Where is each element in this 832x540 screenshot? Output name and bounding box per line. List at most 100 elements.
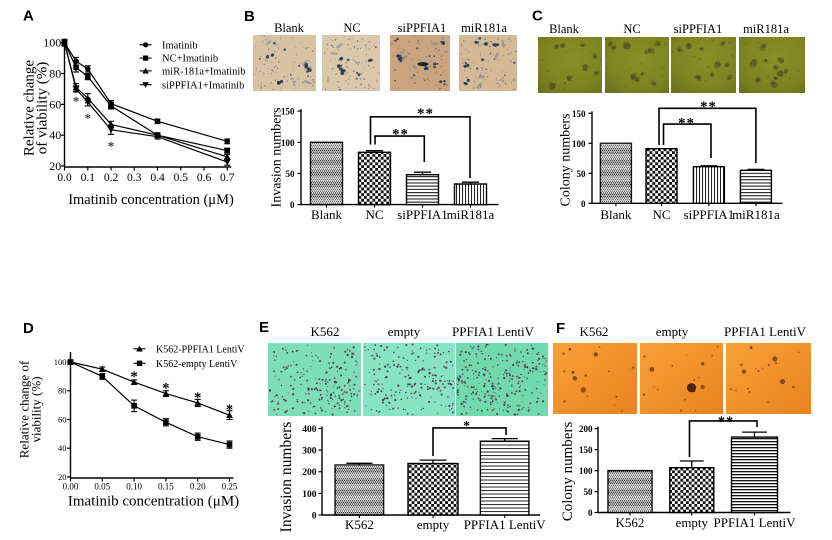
svg-text:0.05: 0.05 [94, 482, 110, 492]
svg-text:K562-empty LentiV: K562-empty LentiV [156, 359, 238, 370]
svg-text:0.20: 0.20 [190, 482, 206, 492]
svg-text:Invasion numbers: Invasion numbers [278, 422, 295, 533]
svg-text:0.0: 0.0 [57, 172, 72, 184]
svg-text:0.6: 0.6 [197, 172, 212, 184]
svg-text:80: 80 [49, 67, 61, 81]
svg-text:Blank: Blank [549, 22, 580, 36]
svg-text:0.3: 0.3 [127, 172, 142, 184]
svg-text:40: 40 [58, 443, 67, 453]
svg-text:150: 150 [281, 107, 295, 117]
svg-text:D: D [23, 320, 34, 337]
svg-text:100: 100 [579, 466, 593, 476]
svg-text:PPFIA1 LentiV: PPFIA1 LentiV [714, 515, 797, 530]
svg-text:miR-181a+Imatinib: miR-181a+Imatinib [162, 67, 246, 78]
svg-text:siPPFIA1: siPPFIA1 [674, 22, 723, 36]
svg-text:*: * [226, 402, 233, 418]
svg-text:0.15: 0.15 [158, 482, 174, 492]
svg-text:0.10: 0.10 [126, 482, 142, 492]
svg-text:of viability (%): of viability (%) [35, 62, 51, 154]
svg-text:empty: empty [417, 517, 450, 532]
svg-text:60: 60 [58, 415, 67, 425]
svg-text:K562-PPFIA1 LentiV: K562-PPFIA1 LentiV [156, 344, 245, 355]
svg-text:K562: K562 [345, 517, 374, 532]
svg-text:20: 20 [58, 472, 67, 482]
svg-text:0.5: 0.5 [174, 172, 189, 184]
svg-text:miR181a: miR181a [743, 22, 789, 36]
svg-text:0.1: 0.1 [81, 172, 96, 184]
svg-text:40: 40 [49, 128, 61, 142]
svg-text:K562: K562 [580, 324, 609, 339]
svg-text:**: ** [392, 127, 409, 143]
svg-text:empty: empty [656, 324, 689, 339]
svg-text:400: 400 [302, 425, 317, 435]
svg-text:0.4: 0.4 [150, 172, 165, 184]
svg-text:100: 100 [572, 139, 586, 149]
svg-text:siPPFIA1+Imatinib: siPPFIA1+Imatinib [162, 80, 244, 91]
svg-text:Invasion numbers: Invasion numbers [270, 108, 285, 208]
svg-text:0.00: 0.00 [63, 482, 79, 492]
svg-text:PPFIA1 LentiV: PPFIA1 LentiV [452, 324, 535, 339]
svg-text:Colony numbers: Colony numbers [560, 422, 576, 522]
svg-text:NC: NC [623, 22, 640, 36]
svg-text:0.2: 0.2 [104, 172, 119, 184]
svg-text:Imatinib concentration (μM): Imatinib concentration (μM) [68, 494, 239, 510]
svg-text:*: * [108, 139, 115, 154]
svg-text:150: 150 [572, 109, 586, 119]
svg-text:200: 200 [302, 468, 317, 478]
svg-text:20: 20 [49, 159, 61, 173]
svg-text:F: F [556, 320, 565, 337]
svg-text:siPPFIA1: siPPFIA1 [397, 207, 448, 222]
svg-text:Relative change of: Relative change of [17, 360, 32, 458]
svg-text:100: 100 [281, 138, 295, 148]
svg-text:empty: empty [676, 515, 709, 530]
svg-text:300: 300 [302, 447, 317, 457]
svg-text:NC: NC [343, 21, 360, 35]
svg-text:*: * [130, 369, 137, 385]
svg-text:PPFIA1 LentiV: PPFIA1 LentiV [724, 324, 807, 339]
svg-text:**: ** [700, 99, 717, 115]
svg-text:60: 60 [49, 97, 61, 111]
svg-text:150: 150 [579, 445, 593, 455]
svg-text:NC: NC [365, 207, 383, 222]
svg-text:miR181a: miR181a [732, 207, 780, 222]
svg-text:80: 80 [58, 386, 67, 396]
svg-text:0: 0 [312, 512, 317, 522]
svg-text:0: 0 [290, 200, 295, 210]
svg-text:*: * [85, 111, 92, 126]
svg-text:*: * [463, 418, 471, 433]
svg-text:0: 0 [588, 508, 593, 518]
svg-text:**: ** [718, 414, 735, 430]
svg-text:50: 50 [584, 487, 594, 497]
svg-text:50: 50 [577, 169, 587, 179]
svg-text:*: * [162, 381, 169, 397]
svg-text:K562: K562 [311, 324, 340, 339]
svg-text:NC: NC [652, 207, 670, 222]
svg-text:E: E [259, 319, 269, 336]
svg-text:100: 100 [302, 490, 317, 500]
svg-text:A: A [23, 8, 34, 25]
svg-text:**: ** [678, 116, 695, 132]
svg-text:K562: K562 [616, 515, 645, 530]
svg-text:B: B [244, 8, 255, 25]
svg-text:siPPFIA1: siPPFIA1 [684, 207, 735, 222]
svg-text:**: ** [417, 106, 434, 122]
svg-text:200: 200 [579, 424, 593, 434]
svg-text:*: * [73, 94, 80, 109]
svg-text:Imatinib concentration (μM): Imatinib concentration (μM) [68, 192, 234, 208]
svg-text:100: 100 [43, 36, 61, 50]
svg-text:0: 0 [581, 199, 586, 209]
svg-text:miR181a: miR181a [447, 207, 495, 222]
svg-text:0.25: 0.25 [222, 482, 238, 492]
svg-text:empty: empty [388, 324, 421, 339]
svg-text:siPPFIA1: siPPFIA1 [398, 21, 447, 35]
svg-text:C: C [532, 8, 543, 25]
svg-text:miR181a: miR181a [461, 21, 507, 35]
svg-text:PPFIA1 LentiV: PPFIA1 LentiV [464, 517, 547, 532]
svg-text:Colony numbers: Colony numbers [559, 114, 574, 207]
svg-text:Blank: Blank [311, 207, 343, 222]
svg-text:Imatinib: Imatinib [162, 40, 198, 51]
svg-text:Blank: Blank [600, 207, 632, 222]
svg-text:50: 50 [286, 169, 296, 179]
svg-text:NC+Imatinib: NC+Imatinib [162, 54, 218, 65]
svg-text:Relative change: Relative change [22, 60, 38, 157]
